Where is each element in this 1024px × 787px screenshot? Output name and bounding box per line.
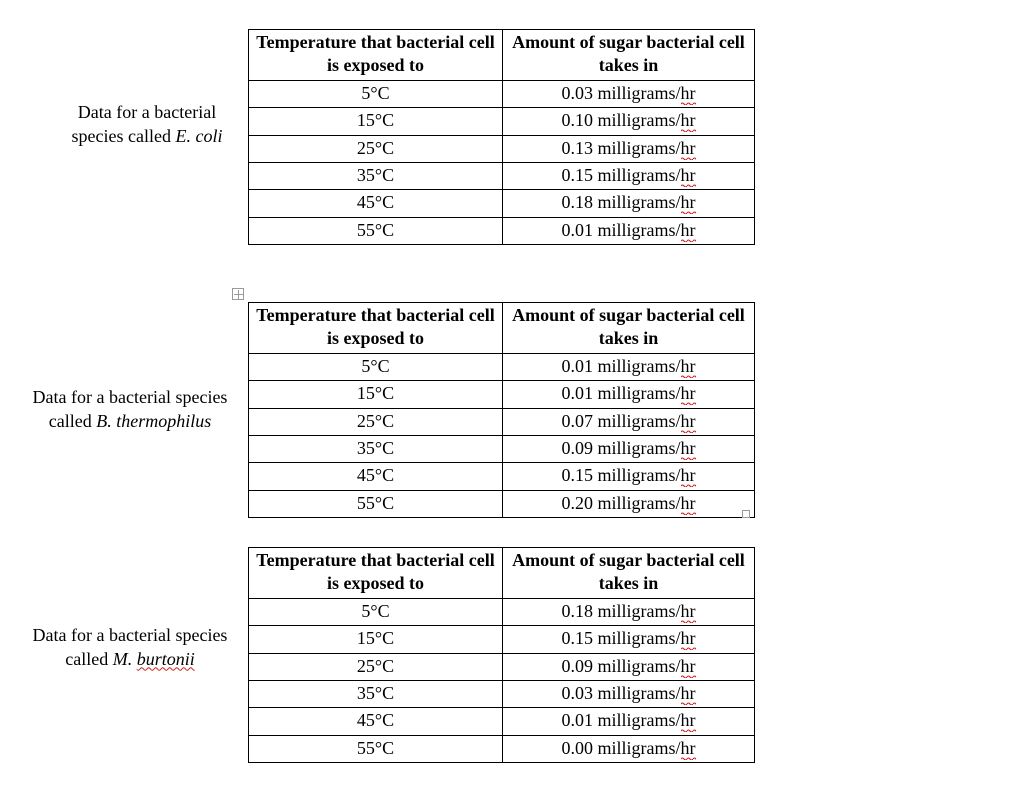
cell-temp: 55°C [249,735,503,762]
cell-sugar: 0.10 milligrams/hr [503,108,755,135]
cell-temp: 45°C [249,463,503,490]
header-row: Temperature that bacterial cell is expos… [249,548,755,599]
cell-sugar: 0.01 milligrams/hr [503,217,755,244]
table-row: 25°C0.07 milligrams/hr [249,408,755,435]
table-row: 45°C0.01 milligrams/hr [249,708,755,735]
cell-temp: 25°C [249,408,503,435]
cell-temp: 55°C [249,217,503,244]
table-row: 35°C0.09 milligrams/hr [249,435,755,462]
header-row: Temperature that bacterial cell is expos… [249,30,755,81]
table-row: 55°C0.00 milligrams/hr [249,735,755,762]
cell-temp: 5°C [249,80,503,107]
cell-sugar: 0.18 milligrams/hr [503,190,755,217]
table-row: 25°C0.13 milligrams/hr [249,135,755,162]
header-temperature: Temperature that bacterial cell is expos… [249,30,503,81]
cell-temp: 55°C [249,490,503,517]
cell-temp: 35°C [249,162,503,189]
caption-species: B. thermophilus [96,411,211,431]
cell-sugar: 0.15 milligrams/hr [503,162,755,189]
cell-sugar: 0.20 milligrams/hr [503,490,755,517]
data-table: Temperature that bacterial cell is expos… [248,302,755,518]
table-row: 45°C0.15 milligrams/hr [249,463,755,490]
cell-temp: 15°C [249,381,503,408]
cell-temp: 15°C [249,626,503,653]
table-anchor-icon[interactable] [232,288,244,300]
data-table: Temperature that bacterial cell is expos… [248,547,755,763]
table-3-caption: Data for a bacterial species called M. b… [12,623,254,672]
resize-handle-icon[interactable] [742,510,750,518]
cell-temp: 35°C [249,435,503,462]
table-row: 35°C0.03 milligrams/hr [249,680,755,707]
header-row: Temperature that bacterial cell is expos… [249,303,755,354]
header-temperature: Temperature that bacterial cell is expos… [249,548,503,599]
table-row: 5°C0.03 milligrams/hr [249,80,755,107]
cell-sugar: 0.01 milligrams/hr [503,708,755,735]
table-row: 15°C0.01 milligrams/hr [249,381,755,408]
table-row: 55°C0.01 milligrams/hr [249,217,755,244]
header-sugar: Amount of sugar bacterial cell takes in [503,30,755,81]
table-row: 45°C0.18 milligrams/hr [249,190,755,217]
table-1-caption: Data for a bacterial species called E. c… [52,100,248,149]
table-2: Temperature that bacterial cell is expos… [248,302,755,518]
cell-sugar: 0.03 milligrams/hr [503,680,755,707]
header-sugar: Amount of sugar bacterial cell takes in [503,548,755,599]
cell-temp: 35°C [249,680,503,707]
cell-temp: 25°C [249,135,503,162]
table-row: 15°C0.10 milligrams/hr [249,108,755,135]
cell-sugar: 0.00 milligrams/hr [503,735,755,762]
table-row: 5°C0.18 milligrams/hr [249,598,755,625]
cell-sugar: 0.03 milligrams/hr [503,80,755,107]
header-temperature: Temperature that bacterial cell is expos… [249,303,503,354]
cell-temp: 15°C [249,108,503,135]
cell-temp: 45°C [249,708,503,735]
header-sugar: Amount of sugar bacterial cell takes in [503,303,755,354]
cell-sugar: 0.15 milligrams/hr [503,463,755,490]
table-row: 15°C0.15 milligrams/hr [249,626,755,653]
table-row: 35°C0.15 milligrams/hr [249,162,755,189]
cell-temp: 25°C [249,653,503,680]
table-row: 25°C0.09 milligrams/hr [249,653,755,680]
cell-sugar: 0.07 milligrams/hr [503,408,755,435]
cell-sugar: 0.09 milligrams/hr [503,435,755,462]
table-row: 5°C0.01 milligrams/hr [249,353,755,380]
cell-sugar: 0.09 milligrams/hr [503,653,755,680]
table-row: 55°C0.20 milligrams/hr [249,490,755,517]
caption-species: E. coli [175,126,222,146]
cell-temp: 45°C [249,190,503,217]
table-2-caption: Data for a bacterial species called B. t… [12,385,254,434]
cell-sugar: 0.01 milligrams/hr [503,381,755,408]
cell-temp: 5°C [249,598,503,625]
cell-sugar: 0.13 milligrams/hr [503,135,755,162]
caption-species: M. burtonii [113,649,195,669]
cell-sugar: 0.01 milligrams/hr [503,353,755,380]
table-3: Temperature that bacterial cell is expos… [248,547,755,763]
cell-sugar: 0.18 milligrams/hr [503,598,755,625]
data-table: Temperature that bacterial cell is expos… [248,29,755,245]
table-1: Temperature that bacterial cell is expos… [248,29,755,245]
cell-temp: 5°C [249,353,503,380]
cell-sugar: 0.15 milligrams/hr [503,626,755,653]
